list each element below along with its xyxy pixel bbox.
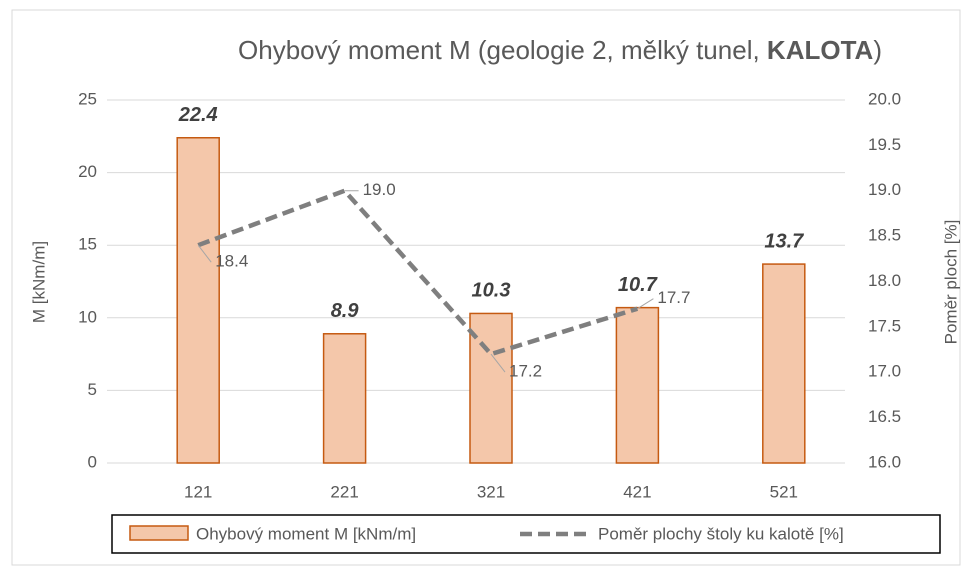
line-value-label: 18.4 (215, 252, 248, 271)
y2-tick-label: 19.5 (868, 135, 901, 154)
y2-tick-label: 16.0 (868, 452, 901, 471)
line-value-label: 19.0 (363, 180, 396, 199)
y2-tick-label: 17.0 (868, 362, 901, 381)
legend-label: Poměr plochy štoly ku kalotě [%] (598, 524, 844, 543)
x-tick-label: 221 (330, 482, 358, 501)
leader-line (197, 244, 212, 263)
x-tick-label: 121 (184, 482, 212, 501)
bar (615, 306, 660, 464)
y2-tick-label: 19.0 (868, 180, 901, 199)
bar-value-label: 22.4 (178, 104, 218, 126)
bar-value-label: 10.7 (618, 274, 658, 296)
x-tick-label: 321 (477, 482, 505, 501)
title-part: ) (873, 35, 882, 65)
y-tick-label: 15 (78, 235, 97, 254)
bar-value-label: 8.9 (331, 300, 360, 322)
leader-line (490, 353, 506, 373)
chart-title: Ohybový moment M (geologie 2, mělký tune… (238, 35, 882, 65)
legend-label: Ohybový moment M [kNm/m] (196, 524, 416, 543)
bar-value-label: 10.3 (472, 280, 511, 302)
title-part: KALOTA (767, 35, 874, 65)
y2-tick-label: 17.5 (868, 316, 901, 335)
y2-tick-label: 16.5 (868, 407, 901, 426)
bar (469, 312, 513, 464)
leader-line (637, 298, 654, 310)
bar (176, 137, 220, 464)
y2-axis-label: Poměr ploch [%] (941, 220, 960, 345)
y-tick-label: 25 (78, 89, 97, 108)
y-tick-label: 5 (88, 380, 97, 399)
y-axis-label: M [kNm/m] (29, 241, 48, 323)
x-tick-label: 521 (770, 482, 798, 501)
bar (762, 263, 806, 464)
line-value-label: 17.7 (657, 288, 690, 307)
y-tick-label: 20 (78, 162, 97, 181)
y2-tick-label: 20.0 (868, 89, 901, 108)
y-tick-label: 0 (88, 452, 97, 471)
y2-tick-label: 18.5 (868, 226, 901, 245)
title-part: Ohybový moment M (geologie 2, mělký tune… (238, 35, 767, 65)
bar-value-label: 13.7 (764, 230, 804, 252)
legend-swatch (129, 525, 189, 541)
line-series (197, 188, 639, 357)
bar (322, 333, 367, 464)
x-tick-label: 421 (623, 482, 651, 501)
y-tick-label: 10 (78, 307, 97, 326)
line-value-label: 17.2 (509, 362, 542, 381)
y2-tick-label: 18.0 (868, 271, 901, 290)
